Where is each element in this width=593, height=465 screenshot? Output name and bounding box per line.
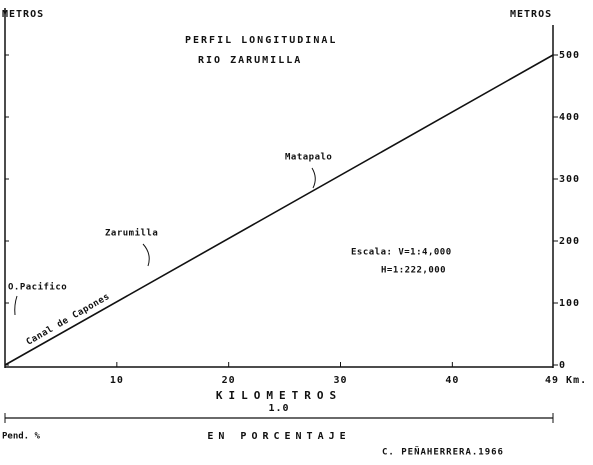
- x-tick-label: 30: [333, 375, 347, 386]
- x-tick-label: 10: [110, 375, 124, 386]
- pointer: [14, 295, 18, 316]
- annotation: Canal de Capones: [25, 292, 112, 348]
- x-tick-label: 40: [445, 375, 459, 386]
- y-tick-label: 200: [559, 236, 580, 247]
- slope-value: 1.0: [268, 403, 289, 414]
- annotation: O.Pacifico: [8, 282, 67, 293]
- y-axis-label-left: METROS: [2, 9, 44, 20]
- slope-label: Pend. %: [2, 432, 41, 442]
- annotation: Matapalo: [285, 153, 332, 163]
- y-axis-label-right: METROS: [510, 9, 552, 20]
- slope-caption: EN PORCENTAJE: [207, 431, 350, 442]
- chart-title: PERFIL LONGITUDINAL: [185, 35, 337, 46]
- y-tick-label: 400: [559, 112, 580, 123]
- pointer: [142, 243, 150, 267]
- x-axis-label: KILOMETROS: [216, 389, 342, 402]
- pointer: [311, 167, 316, 189]
- annotation: Escala: V=1:4,000: [351, 248, 452, 258]
- x-tick-label: 49 Km.: [545, 375, 587, 386]
- credit: C. PEÑAHERRERA.1966: [382, 447, 504, 458]
- y-tick-label: 300: [559, 174, 580, 185]
- line: [4, 54, 554, 366]
- annotation: Zarumilla: [105, 228, 158, 239]
- annotation: H=1:222,000: [381, 266, 446, 276]
- y-tick-label: 100: [559, 298, 580, 309]
- y-tick-label: 500: [559, 50, 580, 61]
- x-tick-label: 20: [222, 375, 236, 386]
- chart-subtitle: RIO ZARUMILLA: [198, 55, 302, 66]
- y-tick-label: 0: [559, 360, 566, 371]
